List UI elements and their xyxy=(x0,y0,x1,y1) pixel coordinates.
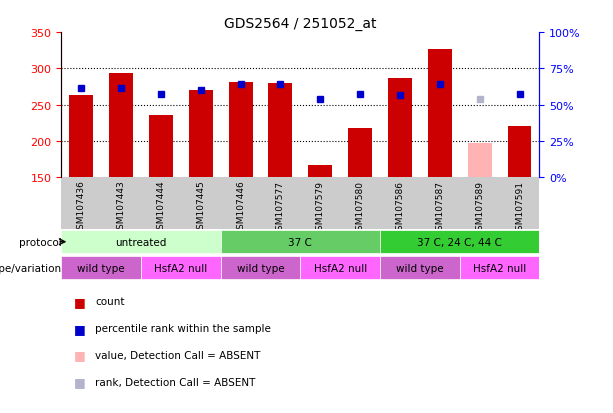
Text: GSM107587: GSM107587 xyxy=(435,180,444,235)
Text: genotype/variation: genotype/variation xyxy=(0,263,61,273)
Text: HsfA2 null: HsfA2 null xyxy=(473,263,526,273)
Bar xyxy=(109,74,133,178)
Bar xyxy=(468,144,492,178)
Text: count: count xyxy=(95,297,124,306)
Text: wild type: wild type xyxy=(237,263,284,273)
Text: GSM107446: GSM107446 xyxy=(236,180,245,235)
Text: protocol: protocol xyxy=(18,237,61,247)
Text: GSM107589: GSM107589 xyxy=(475,180,484,235)
Bar xyxy=(428,50,452,178)
FancyBboxPatch shape xyxy=(61,256,141,280)
Bar xyxy=(388,78,412,178)
Text: untreated: untreated xyxy=(115,237,167,247)
Text: 37 C, 24 C, 44 C: 37 C, 24 C, 44 C xyxy=(417,237,502,247)
Text: ■: ■ xyxy=(74,322,85,335)
Text: GSM107445: GSM107445 xyxy=(196,180,205,235)
Text: ■: ■ xyxy=(74,295,85,308)
FancyBboxPatch shape xyxy=(221,256,300,280)
Text: GSM107579: GSM107579 xyxy=(316,180,325,235)
Text: 37 C: 37 C xyxy=(289,237,312,247)
FancyBboxPatch shape xyxy=(141,256,221,280)
Bar xyxy=(229,83,253,178)
Text: GSM107591: GSM107591 xyxy=(515,180,524,235)
Text: value, Detection Call = ABSENT: value, Detection Call = ABSENT xyxy=(95,350,261,360)
Text: HsfA2 null: HsfA2 null xyxy=(154,263,207,273)
FancyBboxPatch shape xyxy=(300,256,380,280)
Text: percentile rank within the sample: percentile rank within the sample xyxy=(95,323,271,333)
Text: rank, Detection Call = ABSENT: rank, Detection Call = ABSENT xyxy=(95,377,256,387)
Text: HsfA2 null: HsfA2 null xyxy=(314,263,367,273)
Text: ■: ■ xyxy=(74,349,85,362)
Bar xyxy=(189,91,213,178)
Text: GSM107443: GSM107443 xyxy=(116,180,126,235)
Text: GSM107444: GSM107444 xyxy=(156,180,166,235)
Bar xyxy=(348,129,372,178)
Text: GSM107580: GSM107580 xyxy=(356,180,365,235)
FancyBboxPatch shape xyxy=(460,256,539,280)
Title: GDS2564 / 251052_at: GDS2564 / 251052_at xyxy=(224,17,376,31)
Text: wild type: wild type xyxy=(396,263,444,273)
Bar xyxy=(508,126,531,178)
FancyBboxPatch shape xyxy=(61,230,221,254)
Bar xyxy=(149,115,173,178)
Text: GSM107436: GSM107436 xyxy=(77,180,86,235)
Bar xyxy=(308,165,332,178)
FancyBboxPatch shape xyxy=(380,256,460,280)
FancyBboxPatch shape xyxy=(221,230,380,254)
Text: ■: ■ xyxy=(74,375,85,389)
Text: GSM107586: GSM107586 xyxy=(395,180,405,235)
Text: GSM107577: GSM107577 xyxy=(276,180,285,235)
FancyBboxPatch shape xyxy=(380,230,539,254)
Bar xyxy=(69,96,93,178)
Bar xyxy=(268,83,292,178)
Text: wild type: wild type xyxy=(77,263,125,273)
